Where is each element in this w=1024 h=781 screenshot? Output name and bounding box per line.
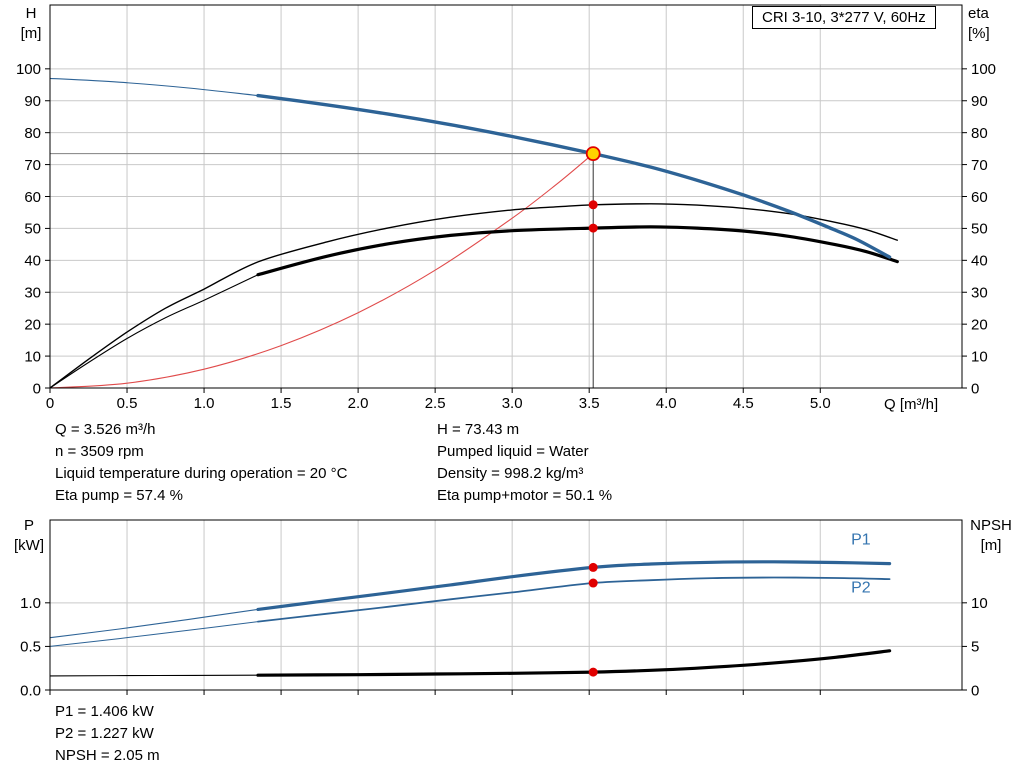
tick-label-right: 20: [971, 316, 988, 333]
series-eta-pump-motor-thin: [49, 274, 259, 389]
tick-label-left: 10: [24, 348, 41, 365]
pump-model-title: CRI 3-10, 3*277 V, 60Hz: [752, 6, 936, 29]
tick-label-left: 70: [24, 157, 41, 174]
tick-label-x: 1.5: [271, 395, 292, 412]
head-axis-unit: [m]: [20, 25, 42, 42]
series-eta-pump-motor-thick: [256, 225, 899, 277]
eta-axis-unit: [%]: [968, 25, 990, 42]
curve-label-p1: P1: [851, 531, 871, 548]
npsh-dot-marker: [588, 667, 598, 677]
plot-frame: [49, 519, 963, 691]
power-axis-title: P [kW]: [4, 516, 54, 556]
info-eta-pump-motor: Eta pump+motor = 50.1 %: [437, 487, 613, 504]
duty-info-left: Q = 3.526 m³/h n = 3509 rpm Liquid tempe…: [55, 419, 347, 507]
power-info: P1 = 1.406 kW P2 = 1.227 kW NPSH = 2.05 …: [55, 701, 160, 767]
info-density: Density = 998.2 kg/m³: [437, 465, 584, 482]
tick-label-left: 1.0: [20, 595, 41, 612]
tick-label-right: 60: [971, 189, 988, 206]
info-npsh: NPSH = 2.05 m: [55, 747, 160, 764]
series-p1-thin: [49, 608, 259, 639]
npsh-axis-title: NPSH [m]: [962, 516, 1020, 556]
series-p2-thin: [49, 621, 259, 647]
tick-label-x: 1.0: [194, 395, 215, 412]
tick-label-left: 50: [24, 221, 41, 238]
tick-label-left: 0.0: [20, 682, 41, 699]
tick-label-right: 80: [971, 125, 988, 142]
tick-label-x: 4.5: [733, 395, 754, 412]
tick-label-right: 50: [971, 221, 988, 238]
tick-label-x: 4.0: [656, 395, 677, 412]
tick-label-x: 5.0: [810, 395, 831, 412]
tick-label-right: 5: [971, 639, 979, 656]
tick-label-left: 60: [24, 189, 41, 206]
series-npsh-thick: [256, 649, 892, 677]
tick-label-x: 2.5: [425, 395, 446, 412]
eta-axis-title: eta [%]: [968, 4, 1020, 44]
tick-label-right: 70: [971, 157, 988, 174]
eta-pump-motor-dot-marker: [588, 223, 598, 233]
tick-label-right: 100: [971, 61, 996, 78]
info-eta-pump: Eta pump = 57.4 %: [55, 487, 183, 504]
info-liquid-temp: Liquid temperature during operation = 20…: [55, 465, 348, 482]
tick-label-right: 10: [971, 348, 988, 365]
tick-label-x: 2.0: [348, 395, 369, 412]
tick-label-right: 10: [971, 595, 988, 612]
tick-label-x: 0.5: [117, 395, 138, 412]
tick-label-right: 0: [971, 682, 979, 699]
info-head: H = 73.43 m: [437, 421, 520, 438]
p2-dot-marker: [588, 578, 598, 588]
info-flow: Q = 3.526 m³/h: [55, 421, 156, 438]
tick-label-left: 80: [24, 125, 41, 142]
tick-label-x: 3.0: [502, 395, 523, 412]
head-axis-title: H [m]: [8, 4, 54, 44]
info-speed: n = 3509 rpm: [55, 443, 144, 460]
tick-label-left: 20: [24, 316, 41, 333]
info-p1: P1 = 1.406 kW: [55, 703, 154, 720]
power-axis-unit: [kW]: [14, 537, 44, 554]
duty-info-right: H = 73.43 m Pumped liquid = Water Densit…: [437, 419, 612, 507]
tick-label-x: 0: [46, 395, 54, 412]
series-qh-thin: [49, 77, 259, 97]
curve-label-p2: P2: [851, 579, 871, 596]
series-p1-thick: [256, 560, 892, 611]
duty-point-marker: [585, 146, 601, 162]
tick-label-left: 40: [24, 253, 41, 270]
series-qh-thick: [256, 93, 892, 259]
tick-label-x: 3.5: [579, 395, 600, 412]
p1-dot-marker: [588, 562, 598, 572]
tick-label-left: 0: [33, 380, 41, 397]
power-axis-symbol: P: [23, 517, 34, 534]
series-eta-pump: [49, 203, 898, 389]
flow-axis-title: Q [m³/h]: [884, 396, 939, 413]
eta-axis-symbol: eta: [968, 5, 989, 22]
eta-pump-dot-marker: [588, 200, 598, 210]
plot-frame: [49, 4, 963, 389]
series-system-curve: [49, 153, 594, 389]
series-npsh-thin: [49, 674, 259, 677]
series-p2: [257, 576, 891, 623]
tick-label-right: 0: [971, 380, 979, 397]
tick-label-right: 40: [971, 253, 988, 270]
tick-label-left: 90: [24, 93, 41, 110]
npsh-axis-symbol: NPSH: [970, 517, 1012, 534]
npsh-axis-unit: [m]: [980, 537, 1002, 554]
tick-label-right: 30: [971, 285, 988, 302]
info-p2: P2 = 1.227 kW: [55, 725, 154, 742]
head-axis-symbol: H: [25, 5, 37, 22]
tick-label-left: 30: [24, 285, 41, 302]
tick-label-left: 100: [16, 61, 41, 78]
tick-label-left: 0.5: [20, 639, 41, 656]
tick-label-right: 90: [971, 93, 988, 110]
info-pumped-liquid: Pumped liquid = Water: [437, 443, 589, 460]
